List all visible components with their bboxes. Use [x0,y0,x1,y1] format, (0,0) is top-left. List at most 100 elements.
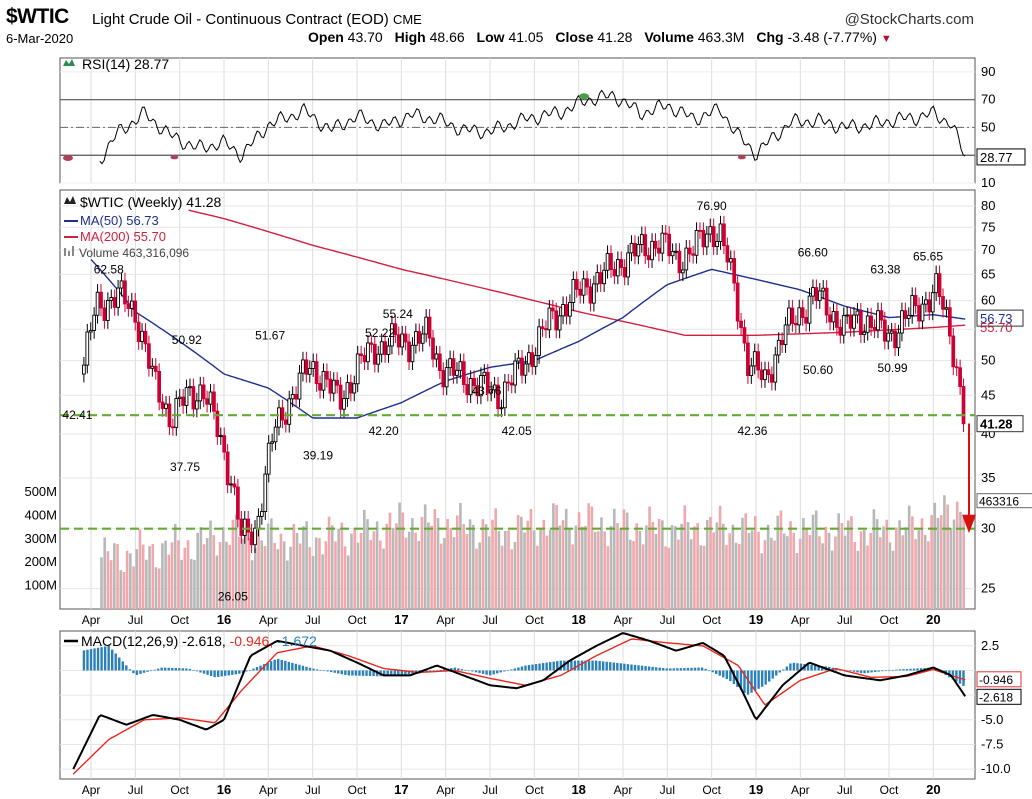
price-candle [393,323,398,336]
volume-bar [523,532,526,609]
price-candle [386,345,391,355]
rsi-panel-frame [59,57,976,184]
macd-histogram-bar [711,670,714,673]
macd-x-tick-label: 19 [749,782,763,797]
price-candle [82,364,86,375]
volume-bar [904,527,908,609]
volume-bar [404,537,408,609]
macd-histogram-bar [199,670,202,673]
volume-bar [193,559,196,609]
macd-histogram-bar [326,670,329,672]
price-candle [492,384,497,391]
volume-bar [564,508,568,609]
volume-bar [231,519,235,609]
macd-histogram-bar [365,670,368,676]
price-candle [821,287,826,292]
macd-histogram-bar [760,670,764,687]
price-candle [349,382,353,394]
volume-bar [254,547,257,609]
price-candle [102,307,107,321]
macd-y-tick-label: -10.0 [981,761,1011,776]
macd-histogram-bar [227,670,230,676]
price-annotation-label: 52.22 [365,326,395,340]
volume-bar [468,519,472,609]
price-candle [355,353,360,385]
volume-bar [776,515,780,609]
macd-histogram-bar [725,670,729,680]
volume-bar [478,542,481,609]
price-candle [150,365,155,369]
price-candle [112,297,117,308]
close-label: Close [555,29,594,45]
volume-bar [273,543,276,609]
price-candle [704,233,709,248]
price-candle [961,386,966,425]
volume-bar [337,528,340,609]
macd-x-tick-label: Oct [525,783,544,797]
macd-histogram-bar [404,670,407,675]
price-candle [835,310,839,328]
price-candle [790,307,795,324]
brand-logo[interactable]: @StockCharts.com [844,11,974,28]
price-candle [147,343,151,369]
volume-bar [670,525,674,609]
macd-histogram-bar [135,670,139,675]
price-candle [523,363,528,376]
macd-histogram-bar [895,669,898,671]
macd-histogram-bar [669,668,672,671]
volume-bar [898,520,901,609]
price-candle [249,531,254,546]
volume-bar [936,517,940,609]
price-candle [191,386,196,410]
price-candle [482,371,487,376]
price-candle [906,314,911,319]
quote-date: 6-Mar-2020 [6,31,74,46]
price-candle [872,327,877,331]
price-candle [342,398,346,410]
price-candle [595,272,600,285]
macd-histogram-bar [224,670,227,676]
macd-histogram-bar [520,666,524,671]
price-candle [184,387,189,406]
price-candle [400,333,405,348]
volume-bar [427,522,430,609]
macd-histogram-bar [171,667,174,671]
volume-bar [119,570,123,609]
high-label: High [394,29,426,45]
macd-histogram-bar [898,669,902,671]
price-candle [681,269,685,274]
volume-bar [843,535,847,609]
volume-bar [561,520,565,609]
macd-legend: MACD(12,26,9) -2.618, -0.946, -1.672 [81,633,317,649]
macd-histogram-bar [255,667,259,671]
price-candle [646,255,651,261]
macd-x-tick-label: Apr [82,783,101,797]
rsi-legend-icon [63,59,75,66]
price-candle [434,353,439,360]
price-candle [266,442,271,475]
macd-histogram-bar [206,670,209,675]
macd-histogram-bar [598,660,601,671]
volume-bar [241,538,244,609]
volume-bar [145,559,148,609]
price-candle [903,310,908,319]
macd-histogram-bar [626,664,630,671]
volume-bar [151,543,155,609]
volume-bar [449,527,453,609]
macd-legend-value: MACD(12,26,9) [81,633,182,649]
volume-bar [850,516,853,609]
macd-histogram-bar [764,670,767,685]
price-candle [954,366,959,369]
arrow-head-icon [962,514,976,534]
price-candle [609,253,613,271]
macd-x-tick-label: Oct [702,783,721,797]
macd-x-tick-label: Jul [128,783,143,797]
price-candle [585,278,589,288]
macd-histogram-bar [216,670,220,677]
volume-bar [363,509,366,609]
price-candle [619,259,624,268]
price-candle [739,320,743,329]
macd-histogram-bar [609,662,612,671]
macd-histogram-bar [312,668,315,671]
